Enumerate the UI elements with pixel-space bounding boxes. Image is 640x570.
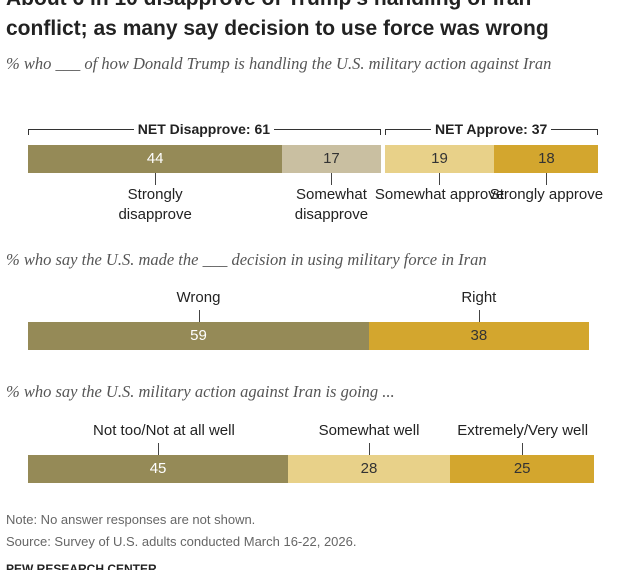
category-label: Right	[461, 289, 497, 306]
subtitle: % who say the U.S. military action again…	[6, 382, 395, 401]
bracket-end	[597, 129, 599, 135]
label-tick	[369, 443, 371, 455]
bar-segment	[28, 322, 370, 350]
category-label: Somewhat approve	[374, 186, 505, 203]
net-label: NET Disapprove: 61	[133, 121, 275, 137]
bracket-end	[384, 129, 386, 135]
value-label: 18	[538, 150, 555, 167]
title-line: About 6 in 10 disapprove of Trump's hand…	[6, 0, 531, 11]
bracket-end	[28, 129, 29, 135]
value-label: 25	[513, 460, 531, 477]
bar-segment	[282, 145, 381, 173]
title-line: conflict; as many say decision to use fo…	[6, 17, 549, 40]
bar-segment	[288, 455, 450, 483]
bar-segment	[369, 322, 589, 350]
value-label: 38	[470, 327, 488, 344]
value-label: 45	[149, 460, 167, 477]
bar-segment	[449, 455, 595, 483]
source: Source: Survey of U.S. adults conducted …	[6, 534, 357, 549]
bar-segment	[28, 145, 283, 173]
category-label: Extremely/Very well	[457, 422, 589, 439]
category-label: Not too/Not at all well	[93, 422, 235, 439]
bracket-end	[379, 129, 381, 135]
category-label: Somewhat disapprove	[294, 186, 369, 223]
label-tick	[439, 173, 441, 185]
value-label: 19	[431, 150, 448, 167]
label-tick	[522, 443, 524, 455]
label-tick	[331, 173, 333, 185]
label-tick	[546, 173, 548, 185]
net-label: NET Approve: 37	[431, 121, 552, 137]
value-label: 44	[146, 150, 164, 167]
category-label: Strongly disapprove	[118, 186, 192, 223]
bar-segment	[28, 455, 289, 483]
category-label: Wrong	[176, 289, 221, 306]
label-tick	[158, 443, 160, 455]
category-label: Strongly approve	[489, 186, 604, 203]
value-label: 59	[190, 327, 207, 344]
credit: PEW RESEARCH CENTER	[6, 562, 157, 570]
category-label: Somewhat well	[318, 422, 420, 439]
bar-segment	[384, 145, 495, 173]
value-label: 28	[360, 460, 378, 477]
label-tick	[198, 310, 200, 322]
subtitle: % who ___ of how Donald Trump is handlin…	[6, 54, 552, 73]
subtitle: % who say the U.S. made the ___ decision…	[6, 250, 487, 269]
value-label: 17	[323, 150, 340, 167]
note: Note: No answer responses are not shown.	[6, 512, 256, 527]
bar-segment	[494, 145, 599, 173]
label-tick	[155, 173, 157, 185]
label-tick	[478, 310, 480, 322]
